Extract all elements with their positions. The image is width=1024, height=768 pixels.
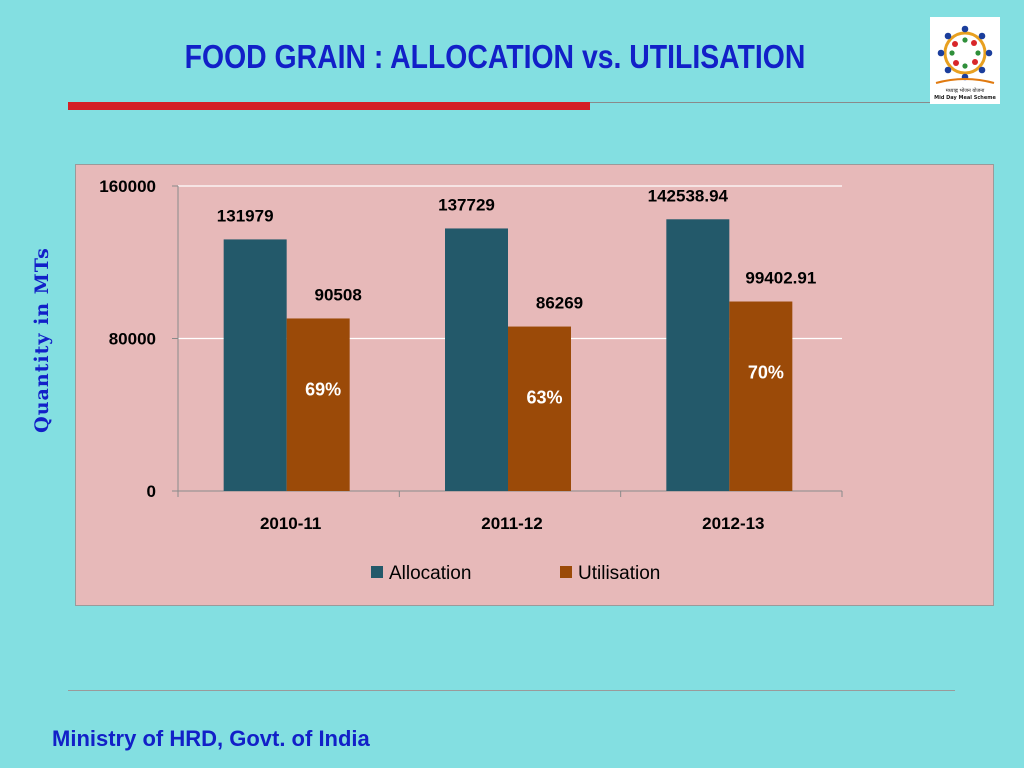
bar-utilisation: [508, 326, 571, 491]
x-tick-labels: 2010-11 2011-12 2012-13: [260, 514, 765, 533]
legend-swatch-allocation: [371, 566, 383, 578]
x-tick-label: 2010-11: [260, 514, 321, 533]
bar-utilisation: [729, 301, 793, 491]
bar-allocation: [223, 239, 287, 491]
legend-label-allocation: Allocation: [389, 563, 471, 584]
percent-label: 63%: [526, 388, 562, 408]
bar-allocation: [666, 219, 730, 491]
mdm-logo: मध्याह्न भोजन योजना Mid Day Meal Scheme: [930, 17, 1000, 104]
footer-divider: [68, 690, 955, 691]
logo-text-hindi: मध्याह्न भोजन योजना: [946, 87, 985, 94]
y-tick-labels: 0 80000 160000: [99, 177, 156, 501]
data-labels: 131979 90508 69% 137729 86269 63% 142538.94 994…: [217, 186, 816, 407]
y-tick-label: 160000: [99, 177, 156, 196]
data-label: 131979: [217, 206, 274, 225]
mdm-logo-icon: मध्याह्न भोजन योजना Mid Day Meal Scheme: [934, 25, 996, 101]
title-underline-thin: [590, 102, 932, 103]
percent-label: 69%: [305, 379, 341, 399]
x-tick-label: 2012-13: [702, 514, 764, 533]
y-tick-label: 0: [147, 482, 156, 501]
data-label: 90508: [315, 285, 362, 304]
legend-swatch-utilisation: [560, 566, 572, 578]
page-title: FOOD GRAIN : ALLOCATION vs. UTILISATION: [184, 38, 806, 75]
bars: [223, 219, 793, 491]
legend-label-utilisation: Utilisation: [578, 563, 660, 584]
x-tick-label: 2011-12: [481, 514, 542, 533]
percent-label: 70%: [748, 363, 784, 383]
y-tick-label: 80000: [109, 330, 156, 349]
data-label: 137729: [438, 195, 495, 214]
legend: Allocation Utilisation: [371, 563, 660, 584]
title-underline-red: [68, 102, 590, 110]
data-label: 86269: [536, 294, 583, 313]
bar-utilisation: [286, 318, 350, 491]
data-label: 99402.91: [745, 269, 816, 288]
footer-text: Ministry of HRD, Govt. of India: [52, 726, 370, 751]
bar-allocation: [445, 228, 508, 491]
data-label: 142538.94: [648, 186, 729, 205]
logo-text-english: Mid Day Meal Scheme: [934, 95, 996, 101]
